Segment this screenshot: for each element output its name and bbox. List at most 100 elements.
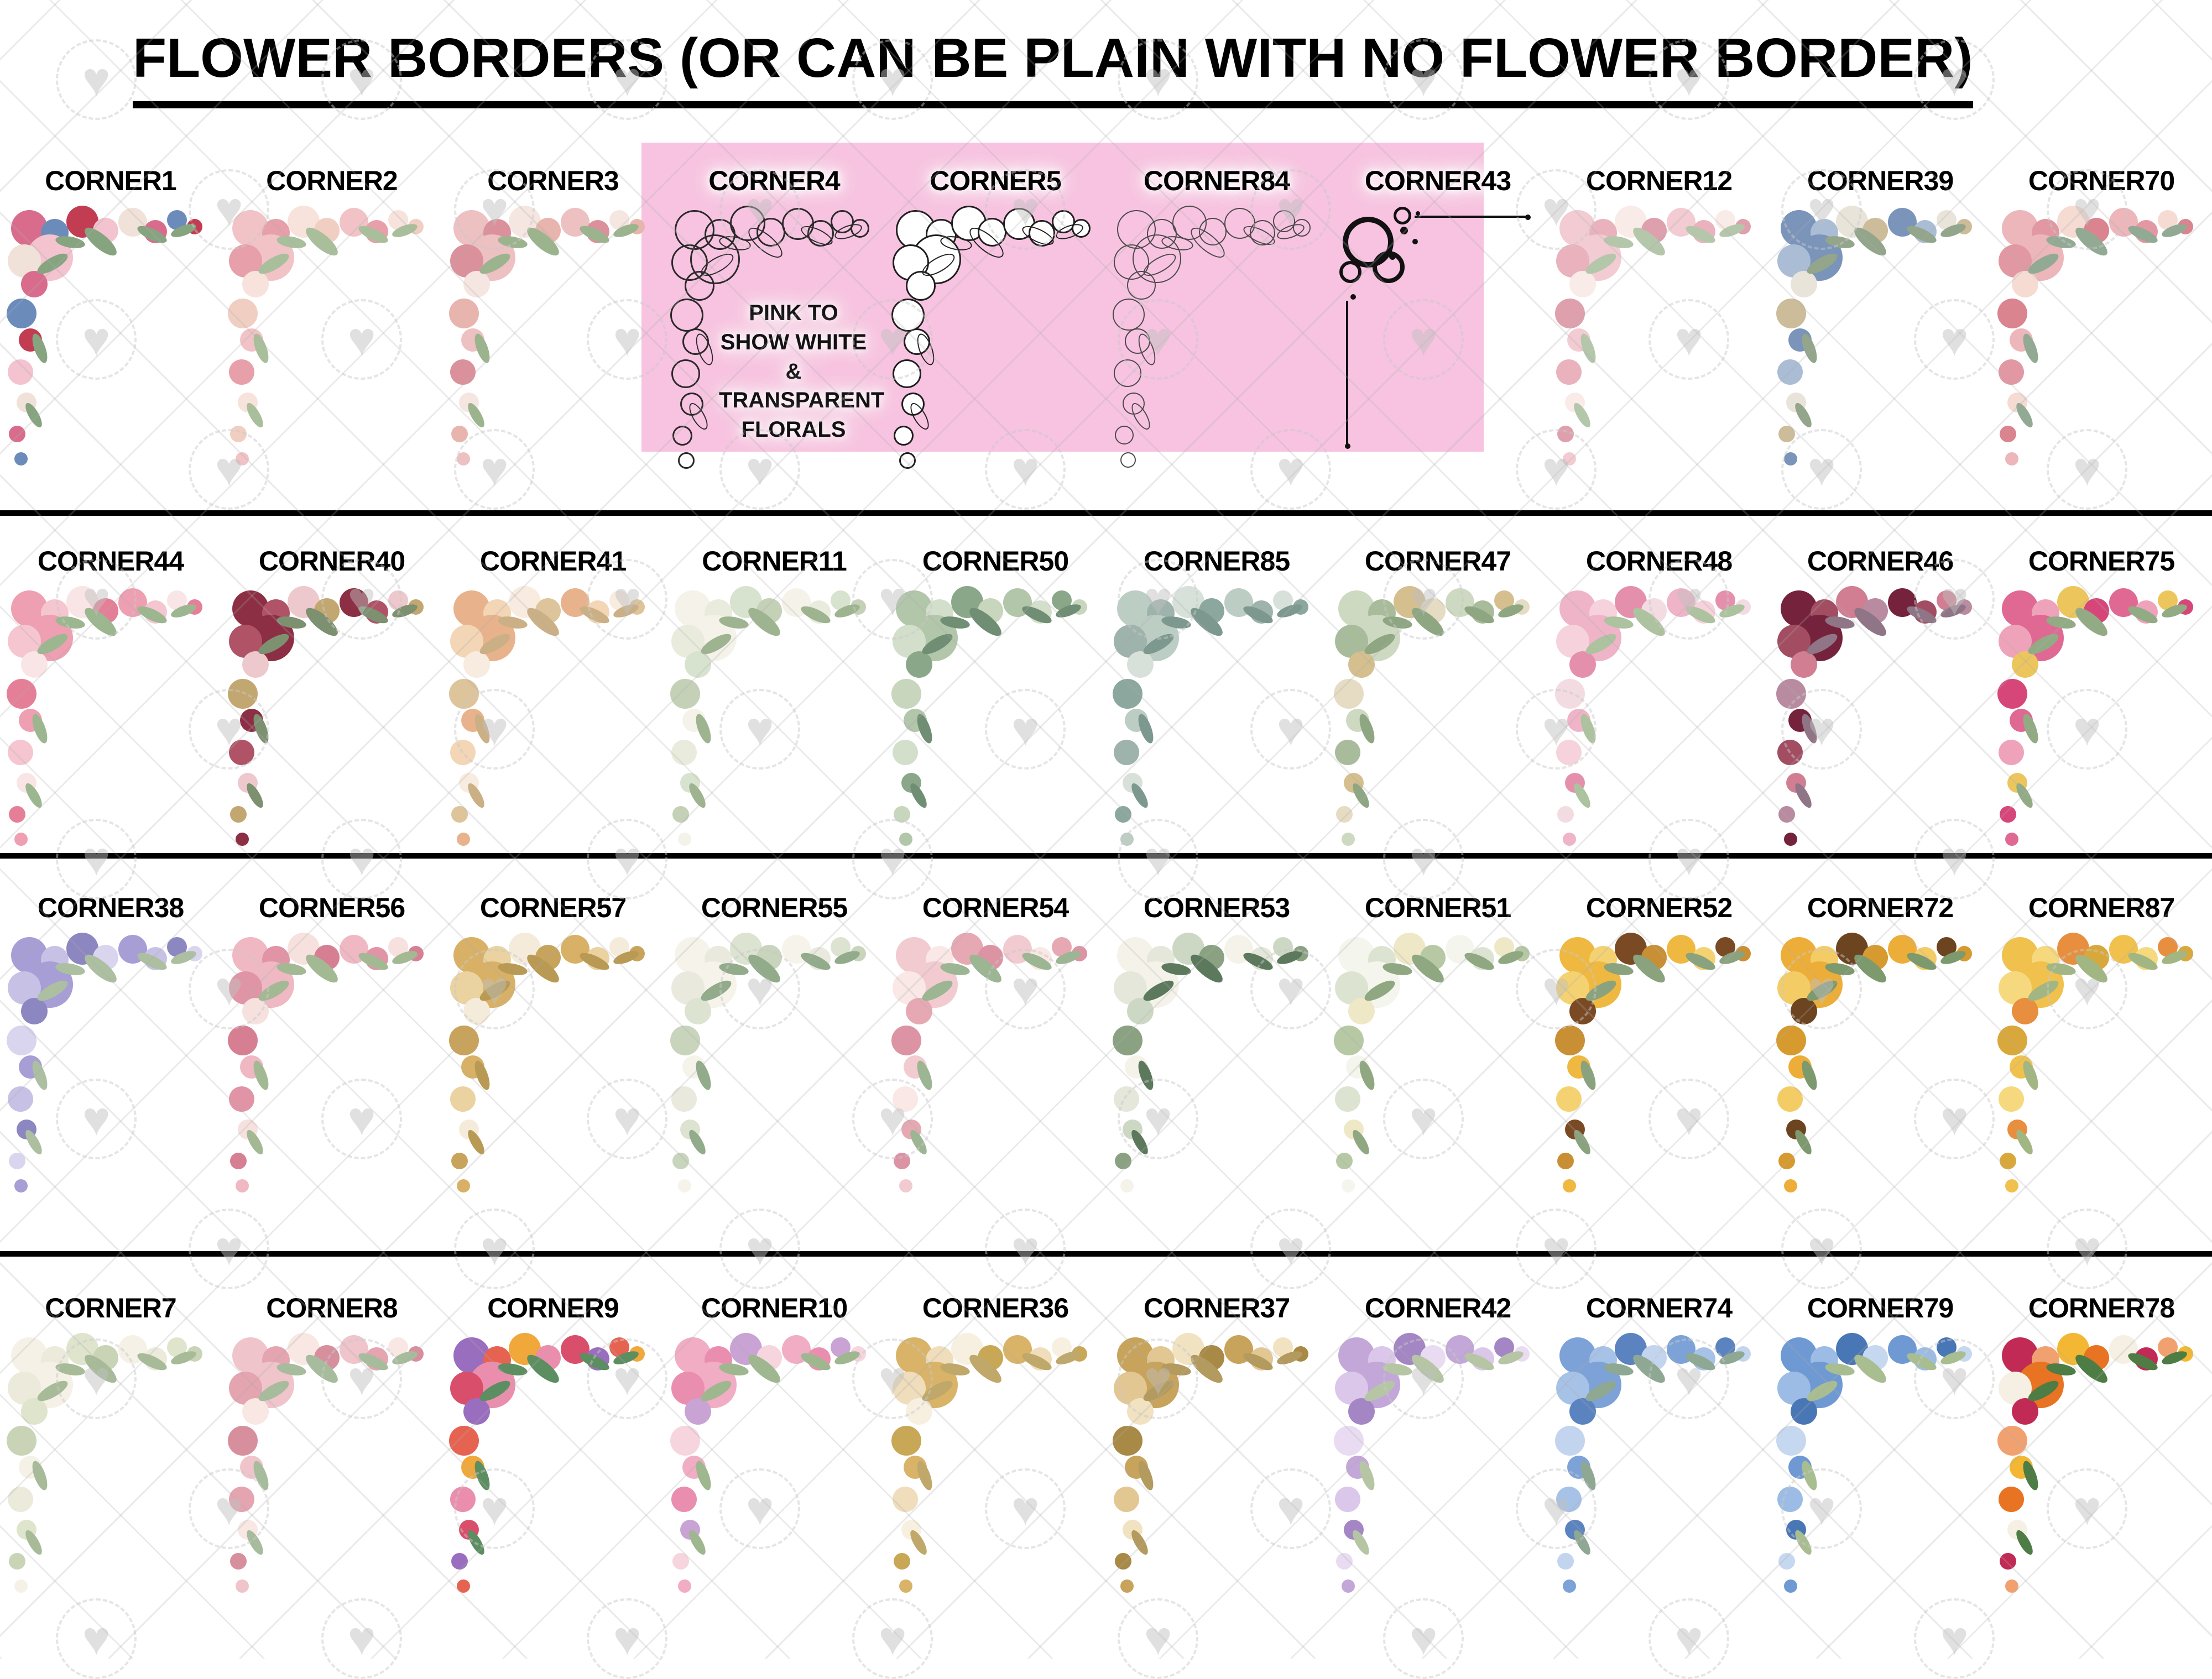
petal	[678, 452, 695, 469]
corner-floral-graphic	[1553, 929, 1765, 1249]
petal	[230, 806, 247, 823]
petal	[1120, 452, 1136, 468]
petal	[1569, 271, 1596, 297]
petal	[1557, 1553, 1574, 1570]
row-divider	[0, 510, 2212, 516]
petal	[1999, 359, 2024, 385]
petal	[1348, 651, 1375, 678]
corner-label: CORNER42	[1364, 1293, 1511, 1324]
corner-label: CORNER1	[45, 165, 176, 196]
petal	[1563, 452, 1576, 465]
corner-label: CORNER87	[2028, 892, 2175, 923]
corner-option: CORNER70	[1991, 127, 2212, 510]
corner-label: CORNER53	[1143, 892, 1290, 923]
petal	[1334, 679, 1364, 709]
petal	[1777, 1487, 1803, 1512]
petal	[1334, 1026, 1364, 1055]
corner-floral-graphic	[1110, 929, 1323, 1249]
corner-option: CORNER54	[885, 859, 1106, 1249]
petal	[1113, 1026, 1142, 1055]
corner-label: CORNER39	[1807, 165, 1954, 196]
petal	[14, 1179, 28, 1192]
petal	[1776, 679, 1806, 709]
petal	[1999, 740, 2024, 765]
corner-label: CORNER9	[487, 1293, 619, 1324]
petal	[463, 271, 490, 297]
petal	[1348, 1398, 1375, 1425]
petal	[1127, 651, 1154, 678]
corner-option: CORNER8	[221, 1257, 442, 1659]
petal	[1342, 1579, 1355, 1593]
petal	[1777, 1086, 1803, 1112]
petal	[2012, 271, 2038, 297]
petal	[14, 1579, 28, 1593]
corner-option: CORNER11	[664, 520, 885, 851]
corner-lineart-graphic	[668, 202, 880, 510]
petal	[457, 833, 470, 846]
petal	[1003, 208, 1035, 240]
corner-floral-graphic	[226, 583, 438, 851]
petal	[2000, 1153, 2016, 1169]
watermark-heart-icon: ♥	[56, 39, 137, 120]
petal	[1555, 1426, 1585, 1456]
corner-option: CORNER78	[1991, 1257, 2212, 1659]
petal	[894, 426, 914, 446]
petal	[7, 1026, 36, 1055]
petal	[1557, 1153, 1574, 1169]
petal	[906, 271, 936, 301]
ornament-dot	[1350, 294, 1356, 300]
petal	[906, 651, 932, 678]
petal	[851, 219, 869, 238]
petal	[229, 1487, 254, 1512]
petal	[7, 1426, 36, 1456]
petal	[450, 1487, 476, 1512]
corner-option: CORNER56	[221, 859, 442, 1249]
petal	[680, 393, 703, 416]
petal	[230, 1553, 247, 1570]
corner-option: CORNER38	[0, 859, 221, 1249]
petal	[1784, 452, 1797, 465]
corner-floral-graphic	[1332, 929, 1544, 1249]
pink-note: PINK TO SHOW WHITE & TRANSPARENT FLORALS	[719, 301, 885, 442]
petal	[1791, 651, 1817, 678]
petal	[1997, 1026, 2027, 1055]
corner-floral-graphic	[1774, 929, 1986, 1249]
petal	[893, 740, 918, 765]
corner-option: CORNER75	[1991, 520, 2212, 851]
corner-option: CORNER2	[221, 127, 442, 510]
corner-option: CORNER57	[442, 859, 664, 1249]
petal	[8, 359, 33, 385]
ornament-ring	[1394, 207, 1411, 224]
corner-label: CORNER48	[1585, 546, 1733, 577]
corner-floral-graphic	[1553, 1330, 1765, 1659]
ornament-ring	[1339, 261, 1361, 283]
corner-label: CORNER47	[1364, 546, 1511, 577]
petal	[457, 452, 470, 465]
corner-option: CORNER43	[1327, 127, 1548, 510]
petal	[1336, 1553, 1353, 1570]
corner-label: CORNER10	[701, 1293, 848, 1324]
petal	[1113, 679, 1142, 709]
petal	[21, 651, 48, 678]
corner-floral-graphic	[1332, 1330, 1544, 1659]
petal	[894, 1153, 910, 1169]
petal	[229, 740, 254, 765]
petal	[1115, 1553, 1131, 1570]
petal	[1072, 219, 1091, 238]
petal	[8, 1086, 33, 1112]
corner-lineart-graphic	[889, 202, 1102, 510]
ornament-rule-vertical	[1346, 301, 1348, 446]
ornament-dot	[1345, 443, 1350, 449]
corner-option: CORNER44	[0, 520, 221, 851]
corner-label: CORNER3	[487, 165, 619, 196]
petal	[228, 1426, 258, 1456]
corner-option: CORNER1	[0, 127, 221, 510]
corner-option: CORNER74	[1548, 1257, 1770, 1659]
petal	[1348, 998, 1375, 1024]
corner-label: CORNER36	[922, 1293, 1069, 1324]
petal	[1336, 806, 1353, 823]
corner-floral-graphic	[1995, 202, 2208, 510]
corner-label: CORNER46	[1807, 546, 1954, 577]
petal	[2012, 998, 2038, 1024]
corner-option: CORNER5	[885, 127, 1106, 510]
